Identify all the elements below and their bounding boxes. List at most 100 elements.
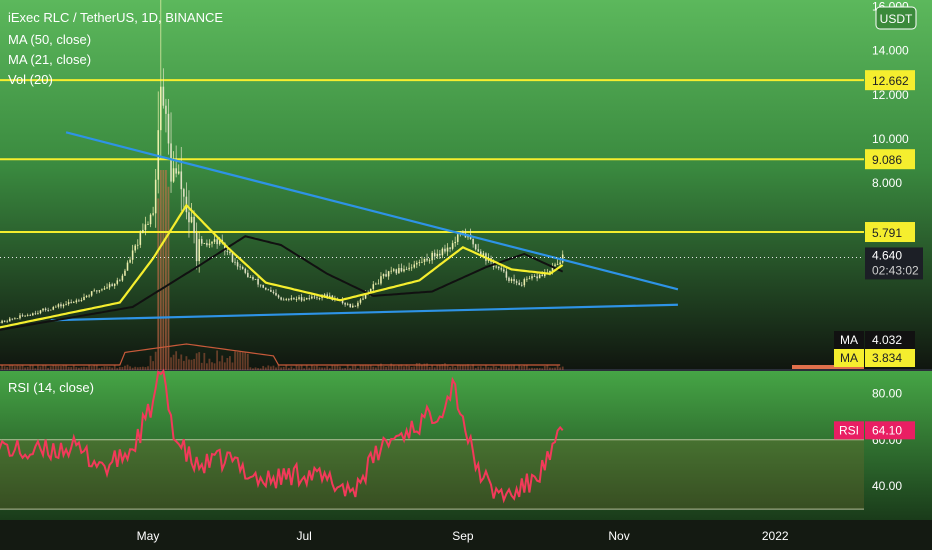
candle-body: [456, 234, 459, 242]
candle-body: [520, 284, 523, 286]
currency-button[interactable]: USDT: [875, 6, 917, 30]
volume-bar: [211, 362, 213, 370]
volume-bar: [310, 364, 313, 370]
volume-bar: [556, 365, 559, 370]
volume-bar: [385, 366, 387, 370]
legend-ma21[interactable]: MA (21, close): [8, 52, 91, 67]
candle: [495, 265, 497, 269]
candle-body: [551, 265, 554, 271]
volume-bar: [513, 364, 515, 370]
candle-body: [449, 247, 451, 249]
time-axis[interactable]: May Jul Sep Nov 2022: [137, 529, 789, 543]
candle: [523, 277, 526, 288]
price-axis[interactable]: 16.00014.00012.00010.0008.000112.6629.08…: [865, 0, 915, 493]
candle-body: [372, 284, 375, 289]
volume-bar: [108, 366, 111, 370]
candle: [416, 260, 418, 269]
candle: [392, 268, 395, 273]
volume-bar: [113, 364, 116, 370]
level-badge[interactable]: [865, 70, 915, 91]
candle-body: [357, 302, 359, 307]
candle-body: [55, 306, 57, 308]
volume-bar: [19, 365, 21, 370]
volume-bar: [354, 364, 357, 370]
candle-body: [277, 295, 280, 298]
candle-body: [90, 291, 93, 296]
level-badge[interactable]: [865, 149, 915, 170]
candle-body: [75, 300, 78, 303]
candle-body: [116, 280, 119, 284]
volume-bar: [318, 367, 321, 370]
candle-body: [426, 258, 428, 261]
ma50-tag: MA: [840, 333, 858, 347]
candle-body: [119, 280, 121, 282]
candle-body: [257, 279, 259, 285]
candle-body: [446, 247, 449, 252]
volume-bar: [295, 364, 298, 370]
candle: [359, 298, 362, 305]
candle: [244, 267, 247, 275]
level-badge[interactable]: [865, 222, 915, 243]
candle-body: [165, 105, 167, 114]
candle: [357, 300, 359, 309]
volume-bar: [57, 365, 60, 370]
candle-body: [180, 171, 183, 190]
candle-body: [177, 171, 180, 174]
volume-bar: [80, 367, 83, 370]
candle-body: [285, 299, 288, 300]
volume-bar: [510, 365, 513, 370]
candle-body: [224, 242, 226, 252]
candle: [200, 236, 203, 246]
candle-body: [244, 268, 247, 273]
volume-bar: [126, 364, 129, 370]
candle: [101, 288, 103, 292]
candle: [142, 223, 144, 234]
candle: [70, 299, 72, 304]
volume-bar: [6, 367, 9, 370]
candle-body: [236, 262, 239, 267]
volume-bar: [226, 358, 229, 370]
candle: [285, 297, 288, 301]
volume-bar: [118, 366, 121, 370]
volume-bar: [561, 366, 564, 370]
volume-bar: [83, 366, 85, 370]
volume-bar: [367, 364, 370, 370]
volume-bar: [400, 364, 403, 370]
volume-bar: [182, 360, 185, 370]
candle-body: [200, 239, 203, 244]
candle-body: [96, 290, 98, 292]
trendline[interactable]: [50, 303, 678, 322]
volume-bar: [285, 364, 288, 370]
rsi-line[interactable]: [0, 368, 564, 504]
legend-ma50[interactable]: MA (50, close): [8, 32, 91, 47]
ma50-tag-box: [834, 331, 864, 349]
candle: [526, 276, 528, 282]
volume-bar: [249, 367, 252, 370]
candle: [108, 282, 111, 290]
candle-body: [208, 243, 211, 246]
legend-rsi[interactable]: RSI (14, close): [8, 380, 94, 395]
legend[interactable]: iExec RLC / TetherUS, 1D, BINANCE MA (50…: [8, 10, 223, 395]
candle: [160, 0, 162, 159]
candle: [267, 288, 270, 291]
rsi-band-fill: [0, 439, 864, 510]
ma50-line[interactable]: [0, 235, 564, 331]
candle: [387, 270, 390, 280]
candle-body: [259, 284, 262, 286]
volume-bar: [124, 365, 126, 370]
legend-symbol-title[interactable]: iExec RLC / TetherUS, 1D, BINANCE: [8, 10, 223, 25]
volume-bar: [60, 366, 62, 370]
candle-body: [316, 297, 318, 299]
ma21-line[interactable]: [0, 203, 564, 329]
candle: [259, 284, 262, 288]
candle: [85, 294, 88, 299]
volume-bar: [277, 364, 280, 370]
volume-bar: [305, 364, 308, 370]
volume-bar: [390, 363, 393, 370]
trendline[interactable]: [65, 131, 679, 291]
candle-body: [226, 251, 229, 252]
legend-volume[interactable]: Vol (20): [8, 72, 53, 87]
candle-body: [267, 289, 270, 291]
candle: [11, 318, 14, 321]
candle-body: [433, 252, 436, 257]
